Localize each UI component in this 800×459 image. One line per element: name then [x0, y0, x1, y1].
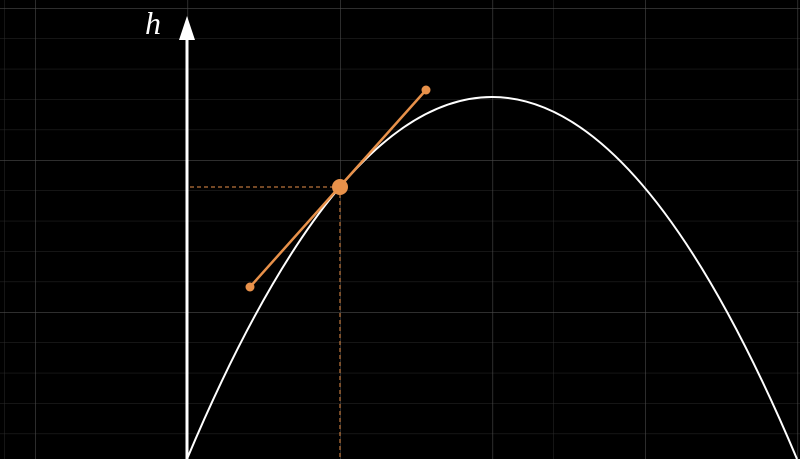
parabola: [186, 96, 798, 459]
axis-label: h: [145, 5, 161, 41]
tangent-handle: [421, 85, 431, 95]
axis-arrow: [179, 16, 195, 40]
tangent-handle: [245, 282, 255, 292]
tangent-point: [332, 179, 348, 195]
